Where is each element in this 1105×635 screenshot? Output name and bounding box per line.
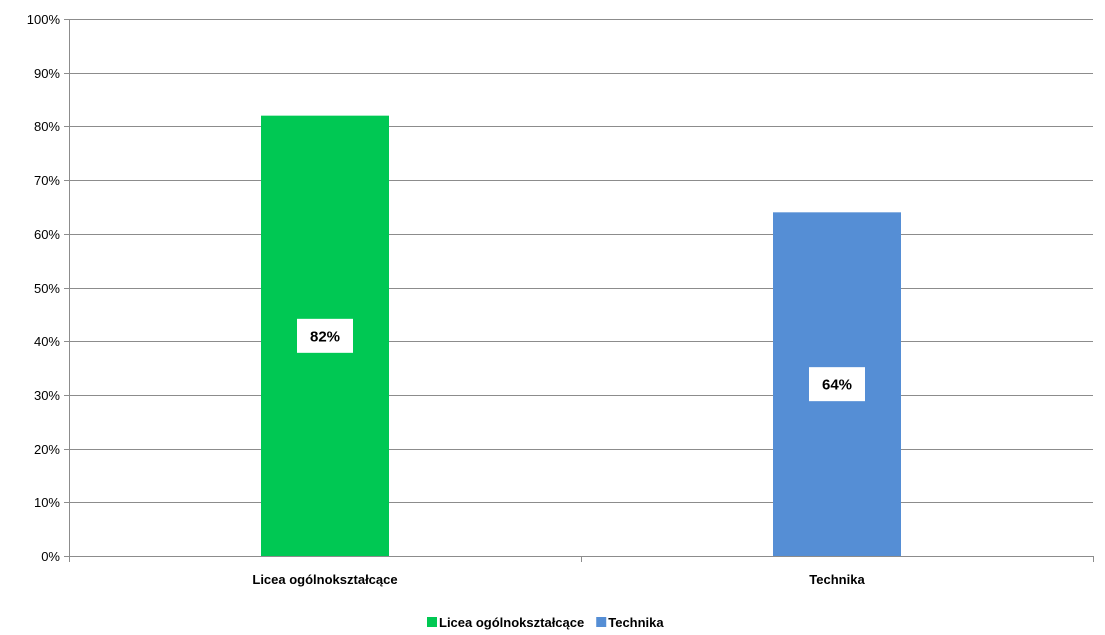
- y-tick-label: 10%: [34, 495, 60, 510]
- y-tick-label: 0%: [41, 549, 60, 564]
- data-label: 64%: [822, 377, 852, 394]
- data-labels: 82% 64%: [297, 318, 865, 402]
- y-tick-label: 40%: [34, 334, 60, 349]
- legend-label: Technika: [608, 615, 664, 630]
- x-category-label: Technika: [809, 572, 865, 587]
- legend: Licea ogólnokształcące Technika: [427, 615, 664, 630]
- y-tick-label: 80%: [34, 119, 60, 134]
- y-tick-label: 60%: [34, 227, 60, 242]
- x-category-label: Licea ogólnokształcące: [252, 572, 397, 587]
- legend-label: Licea ogólnokształcące: [439, 615, 584, 630]
- y-tick-label: 20%: [34, 442, 60, 457]
- data-label: 82%: [310, 328, 340, 345]
- legend-swatch: [596, 617, 607, 627]
- y-tick-label: 70%: [34, 173, 60, 188]
- axes: [69, 19, 1094, 562]
- x-axis-categories: Licea ogólnokształcące Technika: [252, 572, 865, 587]
- y-tick-label: 90%: [34, 66, 60, 81]
- legend-swatch: [427, 617, 437, 627]
- y-tick-label: 30%: [34, 388, 60, 403]
- bars: [261, 115, 901, 556]
- y-axis-ticks: 0% 10% 20% 30% 40% 50% 60% 70% 80% 90% 100%: [27, 12, 69, 564]
- gridlines: [69, 19, 1093, 503]
- data-label-box: [297, 318, 353, 353]
- y-tick-label: 100%: [27, 12, 61, 27]
- data-label-box: [809, 367, 865, 402]
- y-tick-label: 50%: [34, 281, 60, 296]
